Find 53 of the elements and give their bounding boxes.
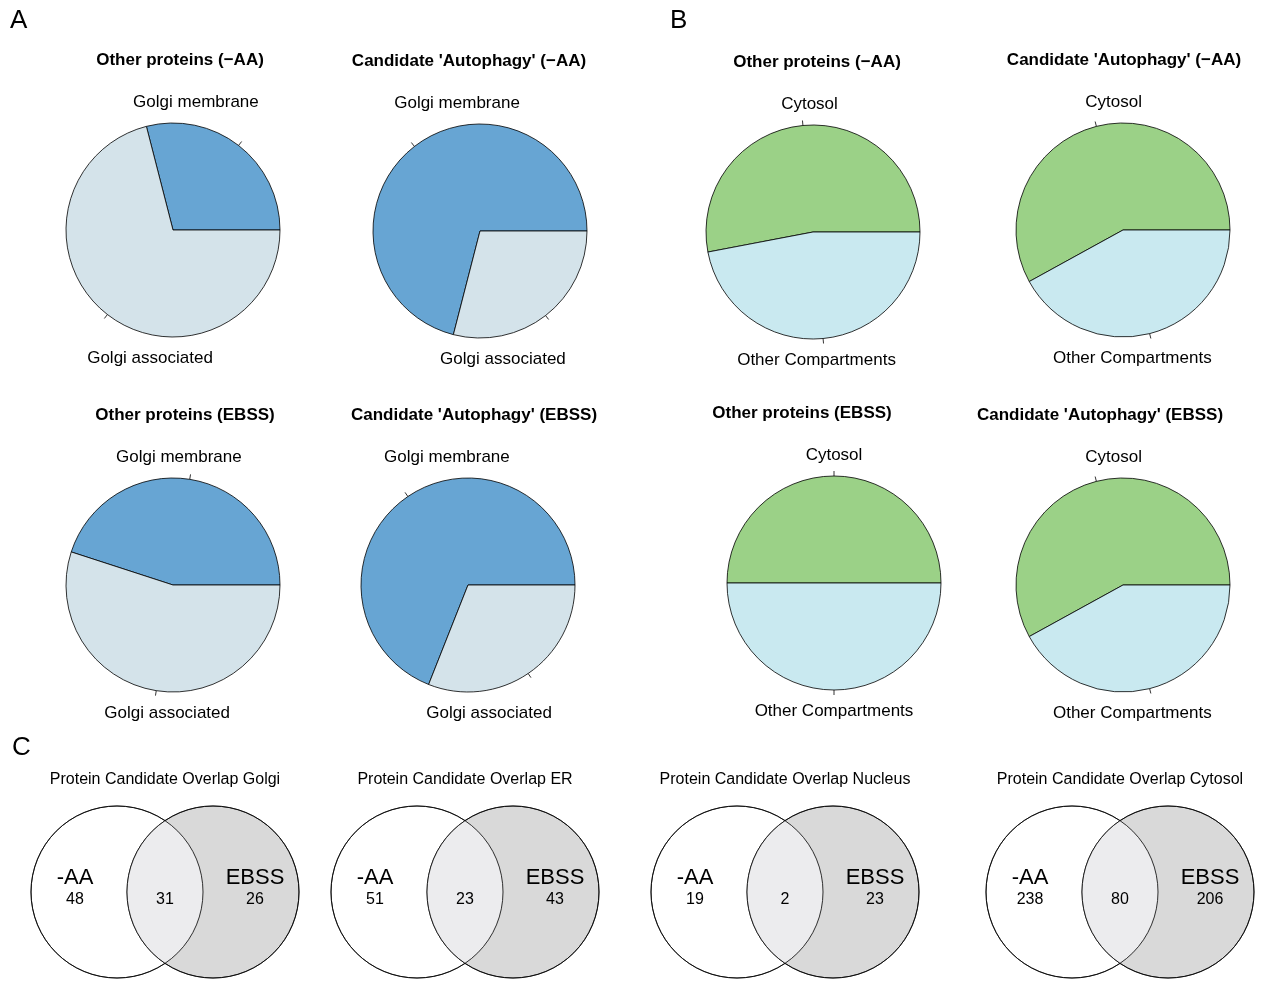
category-label: -AA [676, 864, 714, 889]
data-label: 80 [1111, 890, 1129, 907]
slice-label: Cytosol [781, 94, 838, 114]
text: Protein Candidate Overlap ER [356, 770, 574, 788]
slice-label: Other Compartments [737, 350, 896, 370]
data-label: 206 [1196, 890, 1224, 907]
data-label: 2 [780, 890, 790, 907]
slice-label: Cytosol [1085, 447, 1143, 467]
slice-label: Golgi membrane [394, 93, 520, 113]
text: B [670, 4, 688, 35]
data-label: 51 [366, 890, 384, 907]
slice-label: Golgi associated [440, 349, 566, 369]
chart-title: Other proteins (EBSS) [95, 405, 275, 424]
slice-label: Other Compartments [1052, 703, 1212, 723]
text: A [10, 4, 28, 35]
pie-slice [372, 123, 588, 336]
category-label: -AA [1011, 864, 1049, 889]
category-label: EBSS [1180, 864, 1240, 889]
data-label: 238 [1016, 890, 1044, 907]
data-label: 48 [66, 890, 84, 907]
data-label: 23 [866, 890, 884, 907]
slice-label: Golgi associated [104, 703, 230, 723]
slice-label: Other Compartments [1052, 348, 1212, 368]
text: C [12, 731, 31, 762]
data-label: 43 [546, 890, 564, 907]
slice-label: Golgi associated [87, 348, 213, 368]
text: Protein Candidate Overlap Golgi [48, 770, 282, 788]
text: Protein Candidate Overlap Cytosol [995, 770, 1245, 788]
category-label: -AA [356, 864, 394, 889]
category-label: EBSS [225, 864, 285, 889]
chart-title: Other proteins (EBSS) [711, 403, 893, 423]
category-label: -AA [56, 864, 94, 889]
slice-label: Golgi membrane [116, 447, 242, 467]
data-label: 26 [246, 890, 264, 907]
chart-title: Candidate 'Autophagy' (−AA) [1005, 50, 1243, 70]
data-label: 23 [456, 890, 474, 907]
slice-label: Golgi membrane [133, 92, 259, 112]
category-label: EBSS [845, 864, 905, 889]
chart-title: Other proteins (−AA) [732, 52, 902, 72]
pie-slice [65, 125, 281, 338]
slice-label: Golgi associated [426, 703, 552, 723]
data-label: 19 [686, 890, 704, 907]
chart-title: Other proteins (−AA) [95, 50, 265, 70]
slice-label: Other Compartments [754, 701, 914, 721]
slice-label: Cytosol [805, 445, 863, 465]
slice-label: Cytosol [1085, 92, 1143, 112]
chart-title: Candidate 'Autophagy' (EBSS) [975, 405, 1225, 425]
slice-label: Golgi membrane [384, 447, 510, 467]
category-label: EBSS [525, 864, 585, 889]
text: Protein Candidate Overlap Nucleus [658, 770, 912, 788]
data-label: 31 [156, 890, 174, 907]
chart-title: Candidate 'Autophagy' (−AA) [350, 51, 588, 71]
chart-title: Candidate 'Autophagy' (EBSS) [349, 405, 599, 425]
